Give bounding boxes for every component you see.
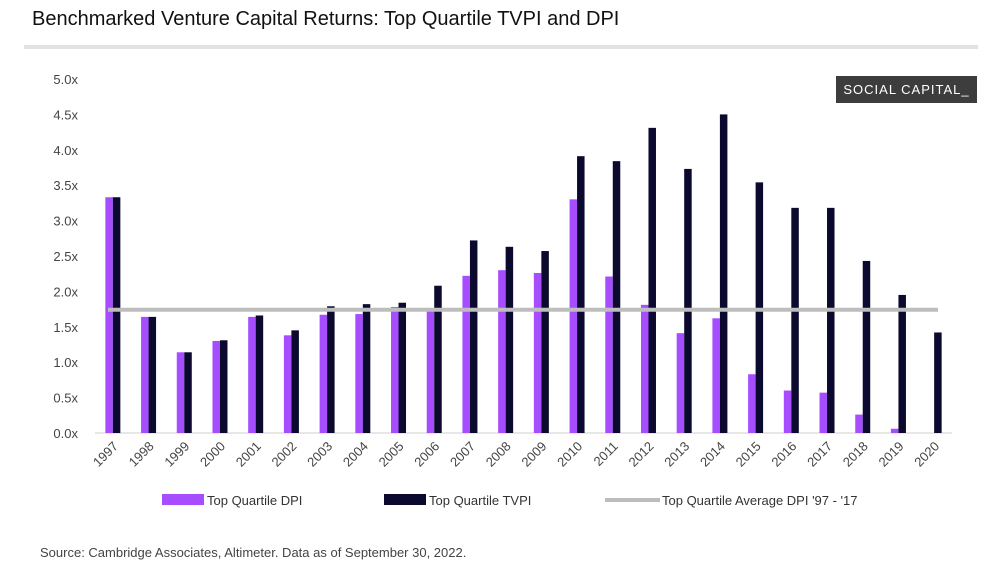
- bar-tvpi: [541, 251, 549, 433]
- bar-dpi: [355, 314, 363, 433]
- legend-label-tvpi: Top Quartile TVPI: [429, 493, 531, 508]
- bar-tvpi: [898, 294, 906, 433]
- legend-swatch-dpi: [162, 494, 204, 505]
- x-tick-label: 2019: [876, 439, 907, 470]
- bar-dpi: [819, 392, 828, 433]
- bar-tvpi: [577, 156, 585, 433]
- x-tick-label: 2013: [661, 439, 692, 470]
- y-tick-label: 3.5x: [53, 178, 78, 193]
- x-tick-label: 1998: [126, 439, 157, 470]
- bar-dpi: [890, 428, 899, 433]
- x-tick-labels: 1997 1998 1999 2000 2001 2002 2003 2004 2005 2006…: [90, 439, 942, 470]
- x-tick-label: 2000: [197, 439, 228, 470]
- y-tick-label: 2.5x: [53, 249, 78, 264]
- x-tick-label: 1999: [161, 439, 192, 470]
- bar-dpi: [319, 314, 328, 433]
- legend-label-reference: Top Quartile Average DPI '97 - '17: [662, 493, 858, 508]
- bar-tvpi: [219, 340, 228, 433]
- bar-dpi: [176, 352, 185, 433]
- bar-tvpi: [148, 316, 157, 433]
- bar-dpi: [462, 275, 470, 433]
- x-tick-label: 2011: [591, 439, 621, 469]
- bar-dpi: [391, 306, 399, 433]
- bar-tvpi: [719, 114, 728, 434]
- legend: Top Quartile DPI Top Quartile TVPI Top Qua…: [162, 493, 858, 508]
- bar-tvpi: [469, 240, 478, 433]
- x-tick-label: 2003: [304, 439, 335, 470]
- title-divider: [24, 45, 978, 49]
- bar-tvpi: [934, 332, 942, 433]
- bar-dpi: [676, 333, 685, 433]
- bar-dpi: [605, 276, 613, 433]
- x-tick-label: 2007: [447, 439, 478, 470]
- bar-tvpi: [684, 168, 692, 433]
- y-tick-label: 1.5x: [53, 320, 78, 335]
- x-tick-label: 2017: [804, 439, 835, 470]
- x-tick-label: 2020: [911, 439, 942, 470]
- bar-dpi: [748, 374, 756, 433]
- bar-tvpi: [327, 306, 335, 433]
- bar-dpi: [105, 197, 113, 433]
- y-tick-label: 1.0x: [53, 355, 78, 370]
- x-tick-label: 2014: [697, 439, 728, 470]
- bar-tvpi: [112, 197, 121, 433]
- x-tick-label: 2001: [233, 439, 264, 470]
- bar-dpi: [640, 304, 649, 433]
- bar-dpi: [783, 390, 792, 433]
- legend-label-dpi: Top Quartile DPI: [207, 493, 302, 508]
- bar-tvpi: [291, 330, 299, 433]
- bar-tvpi: [184, 352, 192, 433]
- y-tick-label: 0.5x: [53, 391, 78, 406]
- bar-tvpi: [612, 161, 621, 434]
- x-tick-label: 2018: [840, 439, 871, 470]
- x-tick-label: 2016: [768, 439, 799, 470]
- x-tick-label: 2004: [340, 439, 371, 470]
- bar-tvpi: [434, 285, 442, 433]
- x-tick-label: 2012: [626, 439, 657, 470]
- y-tick-label: 3.0x: [53, 214, 78, 229]
- source-note: Source: Cambridge Associates, Altimeter.…: [40, 545, 467, 560]
- y-tick-label: 4.5x: [53, 107, 78, 122]
- y-tick-label: 0.0x: [53, 426, 78, 441]
- x-tick-label: 2006: [411, 439, 442, 470]
- y-tick-label: 4.0x: [53, 143, 78, 158]
- bar-dpi: [855, 414, 863, 433]
- y-tick-label: 5.0x: [53, 72, 78, 87]
- x-tick-label: 1997: [90, 439, 121, 470]
- bar-tvpi: [398, 302, 407, 433]
- y-tick-labels: 0.0x 0.5x 1.0x 1.5x 2.0x 2.5x 3.0x 3.5x 4.0x 4.5x…: [53, 72, 78, 441]
- x-tick-label: 2010: [554, 439, 585, 470]
- brand-badge: SOCIAL CAPITAL_: [836, 76, 977, 103]
- bar-dpi: [426, 309, 435, 433]
- bar-tvpi: [827, 207, 835, 433]
- bar-tvpi: [255, 315, 264, 433]
- bar-dpi: [498, 270, 506, 433]
- x-tick-label: 2008: [483, 439, 514, 470]
- bar-tvpi: [648, 127, 656, 434]
- bar-dpi: [248, 316, 256, 433]
- bar-dpi: [712, 318, 720, 433]
- bar-tvpi: [755, 182, 764, 433]
- y-tick-label: 2.0x: [53, 284, 78, 299]
- x-tick-label: 2005: [376, 439, 407, 470]
- bar-dpi: [141, 316, 149, 433]
- bar-tvpi: [791, 207, 799, 433]
- bar-dpi: [283, 335, 292, 433]
- x-tick-label: 2015: [733, 439, 764, 470]
- x-tick-label: 2009: [518, 439, 549, 470]
- bar-tvpi: [362, 304, 371, 433]
- bar-dpi: [533, 272, 542, 433]
- bar-tvpi: [505, 246, 514, 433]
- x-tick-label: 2002: [268, 439, 299, 470]
- chart-title: Benchmarked Venture Capital Returns: Top…: [32, 8, 620, 30]
- bar-tvpi: [862, 260, 871, 433]
- legend-swatch-tvpi: [384, 494, 426, 505]
- bar-dpi: [569, 199, 578, 433]
- bars: [105, 114, 942, 434]
- bar-dpi: [212, 340, 220, 433]
